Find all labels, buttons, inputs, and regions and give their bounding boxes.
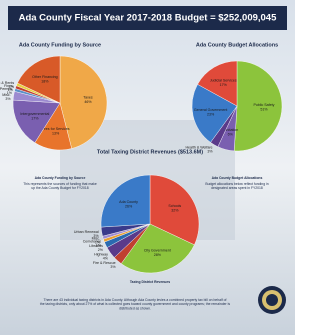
slice-value: 2% [98,248,104,252]
slice-value: 18% [41,80,49,84]
slice-value: 3% [93,234,99,238]
slice-value: 32% [171,209,179,213]
slice-value: 17% [31,116,39,120]
page: {"title": "Ada County Fiscal Year 2017-2… [0,0,295,335]
slice-category: Schools [168,204,181,208]
slice-value: 1% [95,240,101,244]
chart-title: Ada County Funding by Source [19,42,101,48]
slice-value: 3% [5,97,11,101]
slice-value: 13% [52,131,60,135]
slice-value: 1% [9,85,15,89]
slice-value: 23% [207,112,215,116]
slice-value: 51% [260,107,268,111]
slice-value: 4% [103,257,109,261]
chart-note: This represents the sources of funding t… [23,182,97,190]
slice-category: Other Financing [32,75,58,79]
slice-category: Fees for Services [42,127,70,131]
chart-title: Ada County Budget Allocations [196,42,278,48]
chart-caption: Taxing District Revenues [130,280,170,284]
chart-note: Budget allocations below reflect funding… [205,182,268,190]
slice-category: Judicial Services [210,79,237,83]
slice-value: 46% [84,100,92,104]
slice-category: General Government [194,108,228,112]
infographic: Ada County Fiscal Year 2017-2018 Budget … [0,0,295,335]
chart-caption: Ada County Funding by Source [35,176,86,180]
slice-value: 26% [125,204,133,208]
slice-category: Intergovernmental [20,112,49,116]
slice-value: 3% [110,265,116,269]
slice-category: Public Safety [253,103,274,107]
seal [258,286,286,314]
slice-category: City Government [144,248,171,252]
slice-value: 17% [220,83,228,87]
slice-value: 3% [207,149,213,153]
slice-category: Ada County [119,200,138,204]
chart-title: Total Taxing District Revenues ($513.6M) [97,149,203,155]
slice-category: Taxes [83,95,93,99]
page-title: Ada County Fiscal Year 2017-2018 Budget … [19,13,278,24]
slice-value: 6% [228,133,234,137]
slice-value: 28% [154,253,162,257]
chart-caption: Ada County Budget Allocations [212,176,263,180]
